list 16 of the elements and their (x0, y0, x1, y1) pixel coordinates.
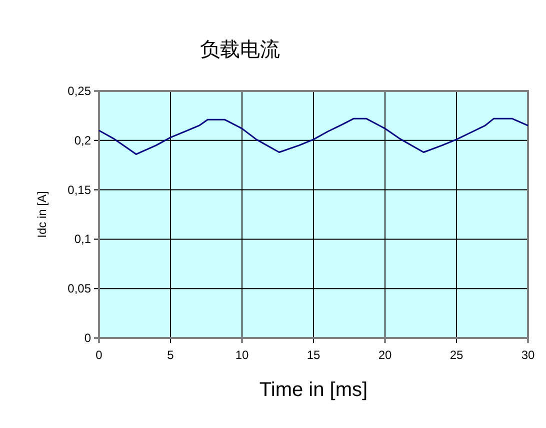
y-tick-label: 0,1 (74, 232, 92, 246)
chart-title: 负载电流 (200, 39, 280, 61)
y-tick-label: 0 (84, 331, 92, 345)
x-axis-title: Time in [ms] (259, 379, 368, 401)
x-tick-label: 10 (235, 348, 249, 362)
y-axis-title: Idc in [A] (35, 191, 49, 238)
x-tick-label: 15 (306, 348, 320, 362)
y-tick-label: 0,15 (68, 182, 92, 197)
y-tick-label: 0,05 (68, 282, 92, 296)
x-tick-label: 0 (96, 348, 103, 362)
x-tick-label: 30 (521, 348, 535, 362)
y-tick-label: 0,25 (68, 84, 92, 98)
x-tick-label: 20 (378, 348, 392, 362)
x-tick-label: 5 (167, 348, 174, 362)
x-tick-label: 25 (450, 348, 464, 362)
y-tick-label: 0,2 (74, 133, 92, 148)
